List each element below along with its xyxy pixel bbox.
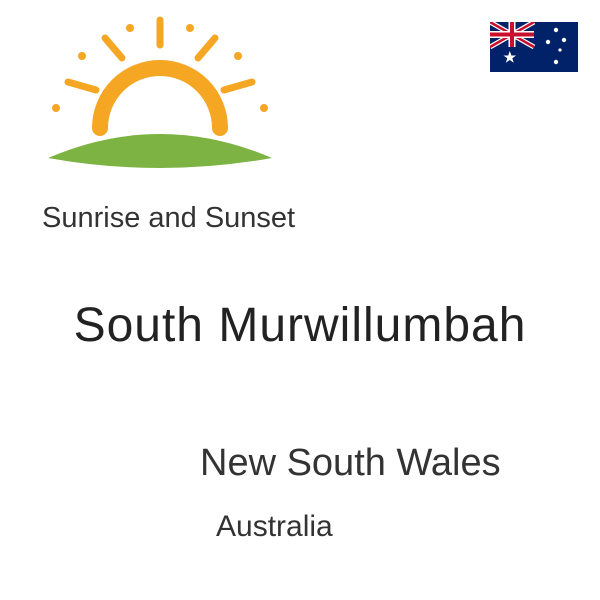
subtitle-text: Sunrise and Sunset [42,202,295,235]
country-name: Australia [216,510,333,544]
flag-australia [490,22,578,72]
sunrise-logo [30,10,290,190]
city-name: South Murwillumbah [0,298,600,353]
region-name: New South Wales [200,442,501,485]
